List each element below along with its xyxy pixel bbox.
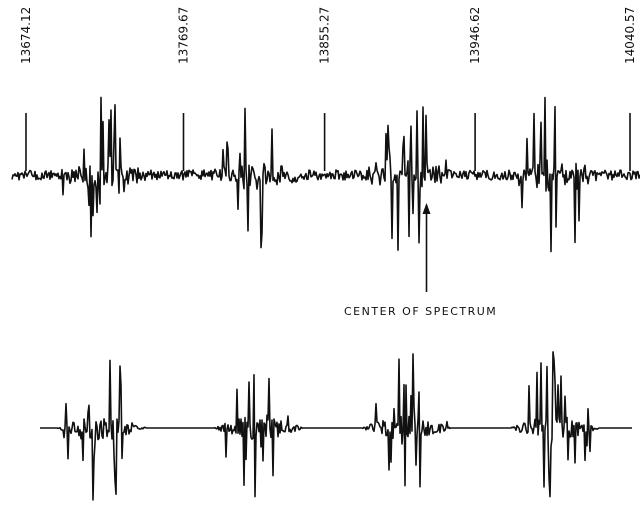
simulated-spectrum-trace bbox=[40, 351, 632, 501]
spectrum-traces bbox=[11, 96, 640, 501]
frequency-marker-label: 14040.57 bbox=[623, 7, 637, 64]
center-of-spectrum-label: CENTER OF SPECTRUM bbox=[344, 305, 497, 318]
annotation-layer: CENTER OF SPECTRUM bbox=[344, 203, 497, 318]
frequency-markers: 13674.12 13769.67 13855.27 13946.62 14040.57 bbox=[19, 7, 637, 171]
frequency-marker-label: 13946.62 bbox=[468, 7, 482, 64]
frequency-marker-label: 13769.67 bbox=[177, 7, 191, 64]
center-arrow-head bbox=[422, 203, 431, 214]
experimental-spectrum-trace bbox=[11, 96, 640, 253]
frequency-marker-label: 13674.12 bbox=[19, 7, 33, 64]
frequency-marker-label: 13855.27 bbox=[318, 7, 332, 64]
